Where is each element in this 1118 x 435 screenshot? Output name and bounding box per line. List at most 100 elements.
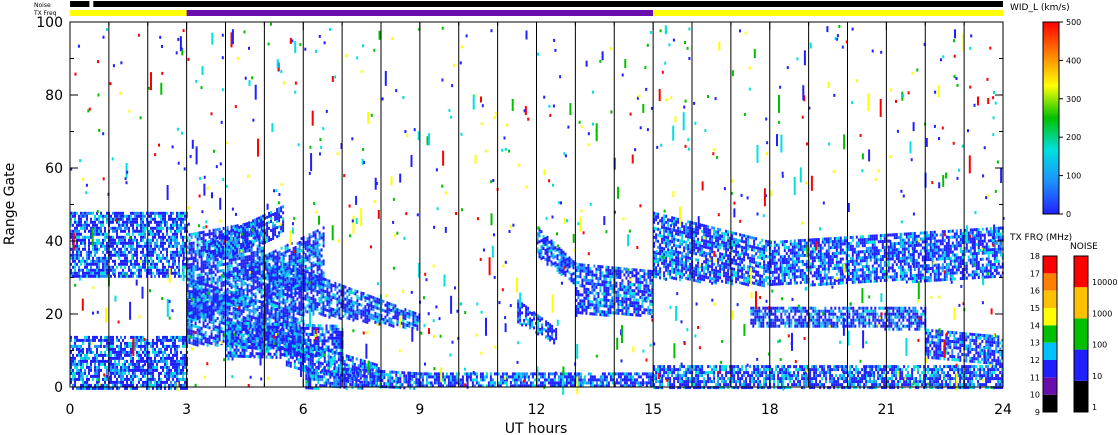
echo-cell <box>150 341 152 345</box>
echo-cell <box>166 371 168 375</box>
echo-cell <box>274 292 277 296</box>
echo-cell <box>206 274 209 278</box>
echo-cell <box>252 222 255 226</box>
echo-cell <box>288 312 291 316</box>
echo-cell <box>166 347 168 351</box>
echo-cell <box>278 345 281 349</box>
echo-cell <box>112 338 114 342</box>
echo-cell <box>164 356 166 360</box>
echo-cell <box>216 304 219 308</box>
echo-cell <box>166 359 168 363</box>
echo-cell <box>320 260 323 264</box>
echo-cell <box>258 300 261 303</box>
echo-cell <box>186 307 189 311</box>
echo-cell <box>260 224 263 228</box>
echo-cell <box>266 268 269 272</box>
echo-cell <box>86 335 88 339</box>
echo-cell <box>202 275 205 279</box>
echo-cell <box>184 229 186 233</box>
echo-cell <box>254 236 257 240</box>
echo-cell <box>261 340 264 344</box>
echo-cell <box>106 244 108 248</box>
echo-cell <box>102 214 104 218</box>
echo-cell <box>276 329 279 333</box>
echo-cell <box>299 326 302 330</box>
echo-cell <box>170 374 172 378</box>
echo-cell <box>104 359 106 363</box>
echo-cell <box>274 335 277 338</box>
echo-cell <box>268 211 271 215</box>
echo-cell <box>78 259 80 263</box>
echo-cell <box>138 356 140 360</box>
echo-cell <box>226 229 229 233</box>
echo-cell <box>110 241 112 245</box>
echo-cell <box>92 211 94 215</box>
echo-cell <box>154 359 156 363</box>
echo-cell <box>128 241 130 245</box>
echo-cell <box>228 311 231 315</box>
echo-cell <box>240 318 243 322</box>
echo-cell <box>280 333 283 337</box>
echo-cell <box>250 254 253 258</box>
echo-cell <box>92 262 94 266</box>
echo-cell <box>208 341 211 345</box>
echo-cell <box>225 339 228 343</box>
echo-cell <box>299 335 302 339</box>
echo-cell <box>130 383 132 387</box>
echo-cell <box>258 247 261 251</box>
echo-cell <box>336 303 339 307</box>
echo-cell <box>222 239 225 243</box>
echo-cell <box>170 356 172 360</box>
echo-cell <box>186 325 189 329</box>
echo-cell <box>270 229 273 232</box>
echo-cell <box>336 309 339 313</box>
echo-cell <box>300 249 303 253</box>
echo-cell <box>234 310 237 314</box>
echo-cell <box>102 386 104 390</box>
echo-cell <box>232 225 235 229</box>
echo-cell <box>96 386 98 390</box>
echo-cell <box>284 247 287 251</box>
echo-cell <box>152 347 154 351</box>
echo-cell <box>118 338 120 342</box>
echo-cell <box>116 232 118 236</box>
echo-cell <box>256 341 259 345</box>
echo-cell <box>292 299 295 303</box>
echo-cell <box>186 295 189 299</box>
echo-cell <box>132 244 134 248</box>
echo-cell <box>174 362 176 366</box>
echo-cell <box>243 348 246 352</box>
echo-cell <box>280 276 283 280</box>
echo-cell <box>271 340 274 344</box>
echo-cell <box>156 220 158 224</box>
echo-cell <box>182 217 184 221</box>
echo-cell <box>88 274 90 278</box>
echo-cell <box>194 256 197 260</box>
echo-cell <box>174 217 176 221</box>
echo-cell <box>339 345 342 349</box>
echo-cell <box>278 219 281 223</box>
echo-cell <box>258 277 261 281</box>
echo-cell <box>336 312 339 316</box>
echo-cell <box>275 322 278 326</box>
echo-cell <box>120 226 122 230</box>
echo-cell <box>74 268 76 272</box>
echo-cell <box>316 262 319 266</box>
echo-cell <box>258 237 261 241</box>
echo-cell <box>126 253 128 257</box>
echo-cell <box>120 247 122 251</box>
echo-cell <box>162 274 164 278</box>
echo-cell <box>284 278 287 282</box>
echo-cell <box>250 267 253 271</box>
echo-cell <box>142 217 144 221</box>
echo-cell <box>122 374 124 378</box>
echo-cell <box>126 353 128 357</box>
echo-cell <box>164 268 166 272</box>
echo-cell <box>184 335 186 339</box>
echo-cell <box>308 248 311 252</box>
echo-cell <box>218 290 221 294</box>
echo-cell <box>122 259 124 263</box>
echo-cell <box>290 268 293 272</box>
echo-cell <box>258 269 261 273</box>
echo-cell <box>336 285 339 289</box>
